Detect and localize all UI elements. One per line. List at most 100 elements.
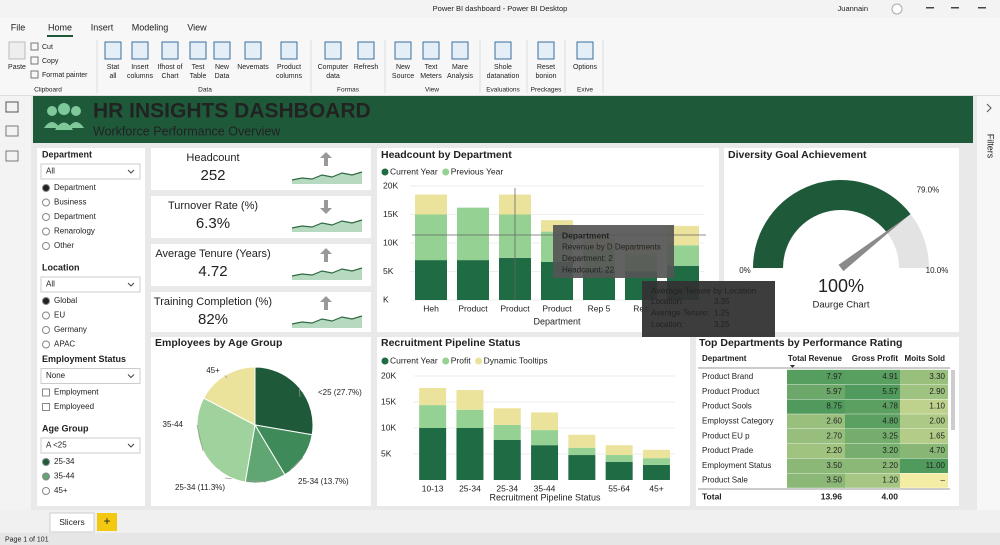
ribbon-button[interactable]: columns	[276, 73, 303, 80]
slicer-selected: All	[46, 167, 55, 176]
slicer-option[interactable]: Other	[54, 241, 74, 250]
slicer-radio[interactable]	[42, 340, 50, 349]
slicer-radio[interactable]	[42, 227, 50, 236]
ribbon-button[interactable]: Meters	[420, 73, 442, 80]
column-header[interactable]: Moits Sold	[905, 354, 946, 363]
table-cell	[900, 384, 948, 399]
slicer-option[interactable]: 25-34	[54, 457, 75, 466]
menu-tab[interactable]: View	[187, 22, 207, 32]
table-cell	[900, 458, 948, 473]
slicer-option[interactable]: EU	[54, 311, 65, 320]
ribbon-button[interactable]: Options	[573, 64, 598, 71]
slicer-radio[interactable]	[42, 297, 50, 305]
slicer-dropdown[interactable]	[40, 276, 141, 293]
ribbon-button[interactable]: Shole	[494, 64, 512, 71]
ribbon-button[interactable]: Text	[425, 64, 438, 71]
ribbon-button[interactable]: New	[215, 64, 230, 71]
menu-tab[interactable]: Insert	[91, 22, 114, 32]
ribbon-button[interactable]: Copy	[42, 58, 59, 65]
chart-title: Headcount by Department	[381, 149, 512, 161]
slicer-option[interactable]: Germany	[54, 325, 87, 334]
filters-label[interactable]: Filters	[986, 134, 996, 159]
y-tick-label: K	[383, 294, 389, 304]
ribbon-button[interactable]: Stat	[107, 64, 120, 71]
slicer-radio[interactable]	[42, 311, 50, 320]
slicer-option[interactable]: 35-44	[54, 472, 75, 481]
bar-segment	[419, 405, 447, 428]
sparkline-area	[292, 316, 362, 328]
slicer-checkbox[interactable]	[42, 388, 50, 397]
menu-tab[interactable]: Home	[48, 22, 72, 32]
ribbon-icon	[394, 41, 412, 60]
ribbon-button[interactable]: Product	[277, 64, 301, 71]
slicer-dropdown[interactable]	[40, 163, 141, 180]
ribbon-button[interactable]: Nevemats	[237, 64, 269, 71]
page-tab-label[interactable]: Slicers	[59, 517, 85, 527]
slicer-option[interactable]: APAC	[54, 340, 75, 349]
slicer-radio[interactable]	[42, 184, 50, 192]
data-icon[interactable]	[5, 125, 19, 137]
menu-tab[interactable]: File	[11, 22, 26, 32]
table-text: 5.97	[826, 387, 842, 396]
ribbon-button[interactable]: Data	[215, 73, 230, 80]
ribbon-button[interactable]: Table	[190, 73, 207, 80]
ribbon-button[interactable]: Analysis	[447, 73, 474, 80]
ribbon-button[interactable]: Test	[192, 64, 205, 71]
x-axis-label: Department	[533, 316, 581, 326]
menu-tab[interactable]: Modeling	[132, 22, 169, 32]
slicer-option[interactable]: Business	[54, 198, 86, 207]
slicer-option[interactable]: 45+	[54, 486, 68, 495]
table-text: 11.00	[926, 461, 946, 470]
ribbon-button[interactable]: Mare	[452, 64, 468, 71]
bar-segment	[531, 412, 559, 431]
collapse-icon[interactable]	[986, 103, 992, 113]
ribbon-button[interactable]: New	[396, 64, 411, 71]
slicer-option[interactable]: Global	[54, 296, 77, 305]
slicer-radio[interactable]	[42, 487, 50, 495]
add-page[interactable]	[97, 513, 117, 531]
ribbon-button[interactable]: Source	[392, 73, 414, 80]
ribbon-button[interactable]: Computer	[318, 64, 349, 71]
model-icon[interactable]	[5, 150, 19, 162]
page-tab[interactable]	[49, 512, 95, 533]
table-text: 2.20	[826, 446, 842, 455]
gauge-caption: Daurge Chart	[812, 300, 869, 311]
slicer-radio[interactable]	[42, 213, 50, 221]
ribbon-button[interactable]: Reset	[537, 64, 555, 71]
slicer-dropdown[interactable]	[40, 368, 141, 384]
ribbon-button[interactable]: datanation	[487, 73, 520, 80]
ribbon-button[interactable]: Paste	[8, 64, 26, 71]
column-header[interactable]: Total Revenue	[788, 354, 843, 363]
column-header[interactable]: Department	[702, 354, 747, 363]
ribbon-button[interactable]: all	[109, 73, 116, 80]
ribbon-button[interactable]: bonion	[535, 73, 556, 80]
window-button[interactable]	[951, 7, 959, 9]
ribbon-button[interactable]: Chart	[161, 73, 178, 80]
slicer-dropdown[interactable]	[40, 437, 141, 454]
ribbon-button[interactable]: Format painter	[42, 72, 88, 79]
pie-label: 45+	[206, 366, 220, 375]
slicer-option[interactable]: Employment	[54, 388, 99, 397]
window-button[interactable]	[926, 7, 934, 9]
ribbon-button[interactable]: Insert	[131, 64, 149, 71]
table-text: Product Prade	[702, 446, 754, 455]
ribbon-button[interactable]: data	[326, 73, 340, 80]
report-icon[interactable]	[5, 101, 19, 113]
add-page-label[interactable]: +	[103, 514, 110, 528]
slicer-option[interactable]: Department	[54, 212, 97, 221]
slicer-checkbox[interactable]	[42, 403, 50, 411]
slicer-option[interactable]: Renarology	[54, 227, 95, 236]
slicer-radio[interactable]	[42, 198, 50, 207]
slicer-radio[interactable]	[42, 326, 50, 334]
window-button[interactable]	[978, 7, 986, 9]
ribbon-button[interactable]: Refresh	[354, 64, 379, 71]
ribbon-button[interactable]: Cut	[42, 44, 53, 51]
column-header[interactable]: Gross Profit	[852, 354, 899, 363]
slicer-option[interactable]: Employeed	[54, 402, 94, 411]
slicer-option[interactable]: Department	[54, 183, 97, 192]
slicer-radio[interactable]	[42, 472, 50, 481]
ribbon-button[interactable]: Ifhost of	[158, 64, 183, 71]
slicer-radio[interactable]	[42, 242, 50, 250]
slicer-radio[interactable]	[42, 458, 50, 466]
ribbon-button[interactable]: columns	[127, 73, 154, 80]
